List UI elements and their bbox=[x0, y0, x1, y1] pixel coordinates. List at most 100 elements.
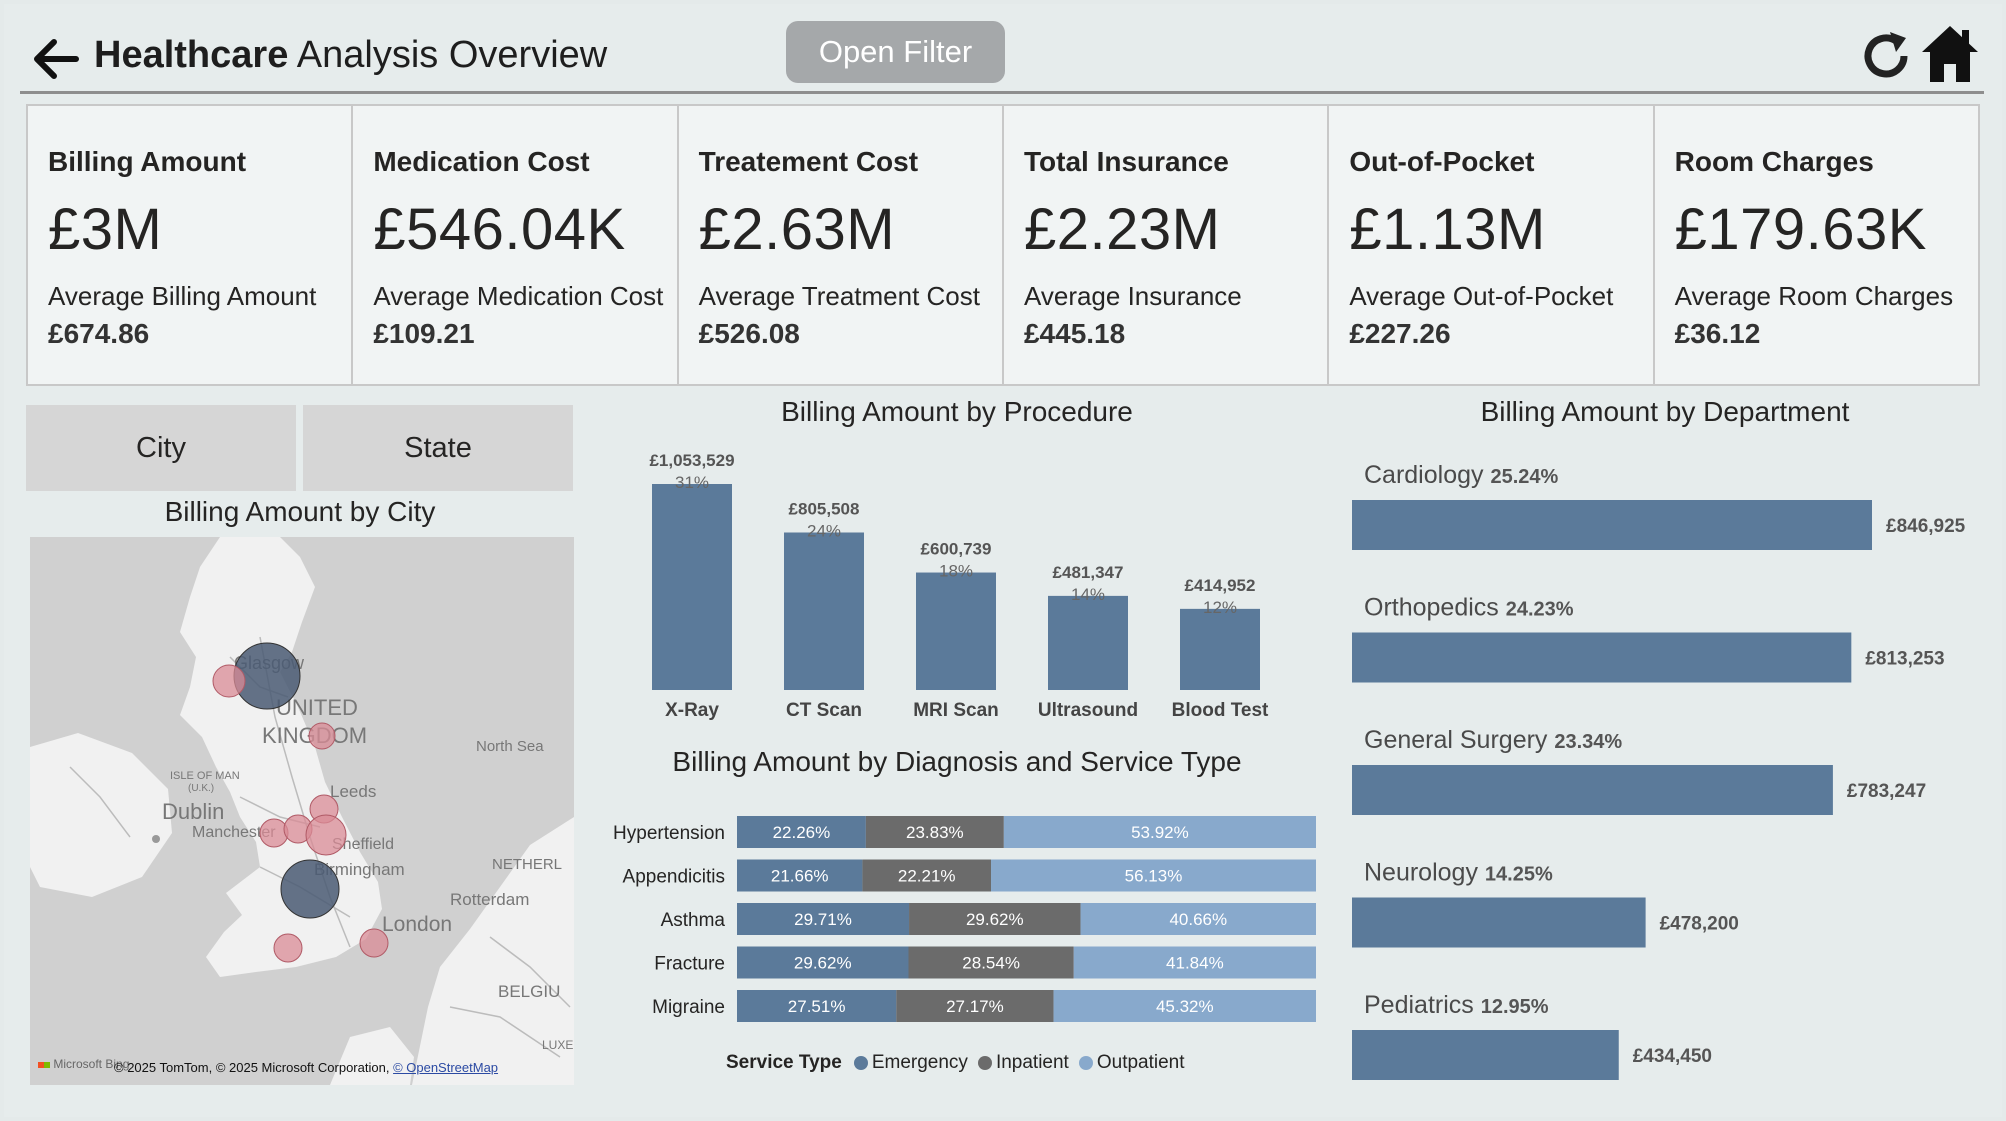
map-label-luxembourg: LUXE bbox=[542, 1038, 573, 1052]
procedure-category-label: X-Ray bbox=[665, 700, 719, 721]
legend-dot bbox=[977, 1056, 992, 1070]
back-arrow-icon[interactable] bbox=[28, 32, 82, 86]
department-value-label: £846,925 bbox=[1886, 516, 1966, 537]
diagnosis-segment-inpatient[interactable] bbox=[908, 946, 1074, 979]
diagnosis-segment-emergency[interactable] bbox=[737, 859, 863, 892]
department-bar[interactable] bbox=[1352, 765, 1833, 815]
procedure-bar[interactable] bbox=[1048, 595, 1128, 690]
diagnosis-segment-label: 29.62% bbox=[794, 954, 852, 973]
kpi-sub-value: £674.86 bbox=[48, 318, 150, 349]
map-canvas[interactable]: Glasgow UNITED KINGDOM North Sea ISLE OF… bbox=[30, 537, 574, 1085]
department-chart-title: Billing Amount by Department bbox=[1480, 396, 1850, 427]
diagnosis-segment-inpatient[interactable] bbox=[909, 903, 1081, 935]
procedure-bar[interactable] bbox=[784, 532, 864, 690]
diagnosis-segment-label: 23.83% bbox=[906, 823, 964, 842]
diagnosis-segment-inpatient[interactable] bbox=[862, 859, 992, 892]
bubble-edinburgh[interactable] bbox=[212, 664, 246, 698]
legend-item-inpatient[interactable]: Inpatient bbox=[977, 1052, 1069, 1074]
openstreetmap-link[interactable]: © OpenStreetMap bbox=[393, 1060, 499, 1075]
procedure-bar[interactable] bbox=[652, 484, 732, 690]
kpi-sub-value: £445.18 bbox=[1023, 318, 1126, 349]
diagnosis-segment-inpatient[interactable] bbox=[865, 816, 1004, 848]
city-bubbles[interactable] bbox=[212, 642, 389, 963]
diagnosis-segment-emergency[interactable] bbox=[737, 990, 897, 1022]
city-toggle-button[interactable]: City bbox=[26, 405, 296, 491]
bubble-newcastle[interactable] bbox=[308, 722, 336, 750]
bubble-birmingham[interactable] bbox=[280, 859, 340, 919]
bubble-london[interactable] bbox=[359, 928, 389, 958]
diagnosis-segment-outpatient[interactable] bbox=[991, 859, 1316, 892]
header-divider bbox=[20, 91, 1984, 94]
legend-item-emergency[interactable]: Emergency bbox=[853, 1052, 968, 1074]
page-title: Healthcare Analysis Overview bbox=[94, 34, 608, 76]
bubble-sheffield[interactable] bbox=[305, 814, 347, 856]
kpi-sub-value: £36.12 bbox=[1674, 318, 1761, 349]
procedure-percent-label: 12% bbox=[1203, 598, 1237, 617]
department-label: Neurology 14.25% bbox=[1364, 859, 1553, 887]
department-bar-chart: Cardiology 25.24% £846,925 Orthopedics 24.… bbox=[1352, 461, 1966, 1080]
procedure-bar-chart: £1,053,529 31% X-Ray £805,508 24% CT Scan £600… bbox=[649, 451, 1269, 721]
diagnosis-segment-label: 40.66% bbox=[1169, 910, 1227, 929]
diagnosis-segment-emergency[interactable] bbox=[737, 903, 910, 935]
diagnosis-segment-label: 21.66% bbox=[771, 867, 829, 886]
department-percent-label: 24.23% bbox=[1506, 599, 1574, 621]
diagnosis-category-label: Appendicitis bbox=[623, 867, 725, 888]
kpi-sub-value: £227.26 bbox=[1349, 318, 1451, 349]
department-label: Orthopedics 24.23% bbox=[1364, 594, 1574, 622]
diagnosis-segment-label: 27.51% bbox=[788, 997, 846, 1016]
procedure-bar[interactable] bbox=[916, 572, 996, 690]
dublin-marker bbox=[152, 835, 160, 843]
kpi-card-insurance: Total Insurance £2.23M Average Insurance… bbox=[1001, 104, 1330, 386]
procedure-bar[interactable] bbox=[1180, 608, 1260, 690]
state-toggle-button[interactable]: State bbox=[303, 405, 573, 491]
department-bar[interactable] bbox=[1352, 500, 1872, 550]
legend-label: Inpatient bbox=[995, 1052, 1069, 1073]
landmass-france bbox=[330, 1027, 414, 1085]
kpi-sub-label: Average Insurance bbox=[1023, 281, 1242, 311]
refresh-icon[interactable] bbox=[1856, 26, 1916, 86]
kpi-card-medication: Medication Cost £546.04K Average Medicat… bbox=[351, 104, 679, 386]
department-value-label: £434,450 bbox=[1633, 1046, 1712, 1067]
diagnosis-segment-inpatient[interactable] bbox=[896, 990, 1054, 1022]
diagnosis-chart-title: Billing Amount by Diagnosis and Service … bbox=[672, 746, 1242, 777]
map-title: Billing Amount by City bbox=[164, 496, 436, 527]
home-icon[interactable] bbox=[1918, 22, 1982, 86]
diagnosis-segment-label: 53.92% bbox=[1131, 823, 1189, 842]
open-filter-button[interactable]: Open Filter bbox=[786, 21, 1005, 83]
department-bar[interactable] bbox=[1352, 1030, 1619, 1080]
kpi-title: Total Insurance bbox=[1023, 146, 1229, 177]
diagnosis-segment-outpatient[interactable] bbox=[1073, 946, 1316, 979]
service-type-legend: Service Type Emergency Inpatient Outpati… bbox=[726, 1052, 1189, 1074]
procedure-percent-label: 24% bbox=[807, 521, 841, 540]
map-label-belgium: BELGIU bbox=[498, 982, 560, 1001]
bubble-bristol[interactable] bbox=[273, 933, 303, 963]
kpi-title: Treatement Cost bbox=[698, 146, 919, 177]
landmass-ireland bbox=[30, 733, 172, 897]
department-percent-label: 23.34% bbox=[1554, 731, 1622, 753]
procedure-category-label: Blood Test bbox=[1172, 700, 1269, 721]
kpi-title: Out-of-Pocket bbox=[1349, 146, 1535, 177]
department-label: Cardiology 25.24% bbox=[1364, 461, 1559, 489]
kpi-sub-label: Average Treatment Cost bbox=[698, 281, 980, 311]
diagnosis-segment-emergency[interactable] bbox=[737, 816, 866, 848]
procedure-category-label: Ultrasound bbox=[1038, 700, 1138, 721]
department-value-label: £478,200 bbox=[1660, 914, 1739, 935]
department-bar[interactable] bbox=[1352, 632, 1852, 683]
legend-label: Emergency bbox=[871, 1052, 968, 1073]
diagnosis-segment-outpatient[interactable] bbox=[1053, 990, 1316, 1022]
diagnosis-segment-label: 22.26% bbox=[773, 823, 831, 842]
legend-item-outpatient[interactable]: Outpatient bbox=[1078, 1052, 1185, 1074]
procedure-category-label: CT Scan bbox=[786, 700, 862, 721]
diagnosis-segment-outpatient[interactable] bbox=[1003, 816, 1316, 848]
kpi-value: £2.23M bbox=[1023, 197, 1221, 262]
landmass-continent bbox=[412, 817, 574, 1085]
procedure-percent-label: 14% bbox=[1071, 585, 1105, 604]
billing-city-map[interactable]: Glasgow UNITED KINGDOM North Sea ISLE OF… bbox=[30, 537, 574, 1085]
diagnosis-segment-outpatient[interactable] bbox=[1080, 903, 1316, 935]
diagnosis-segment-emergency[interactable] bbox=[737, 946, 909, 979]
procedure-category-label: MRI Scan bbox=[913, 700, 999, 721]
diagnosis-stacked-chart: Hypertension 22.26% 23.83% 53.92% Appendicit… bbox=[613, 816, 1316, 1022]
department-bar[interactable] bbox=[1352, 897, 1646, 948]
bubble-manchester[interactable] bbox=[259, 818, 289, 848]
diagnosis-segment-label: 29.71% bbox=[794, 910, 852, 929]
